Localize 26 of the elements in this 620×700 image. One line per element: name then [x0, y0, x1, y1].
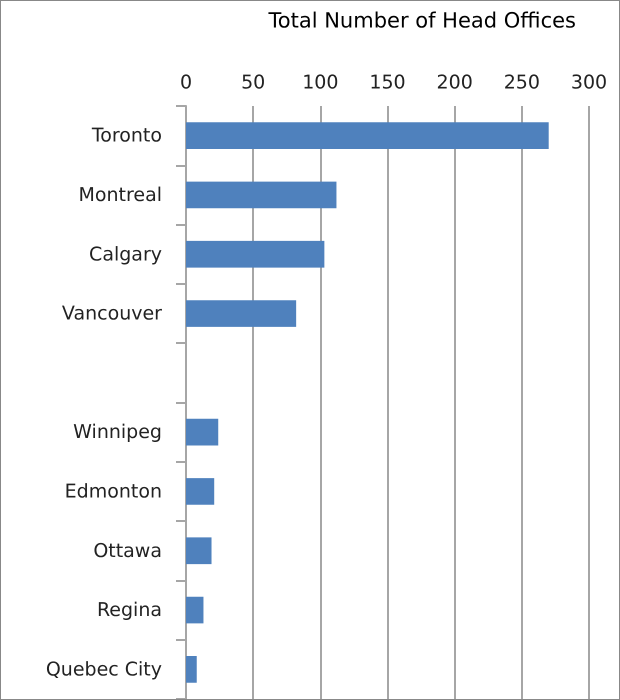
y-tick-label: Winnipeg [73, 421, 162, 444]
y-tick-label: Edmonton [64, 480, 162, 502]
bar [186, 418, 218, 446]
x-tick-label: 250 [504, 72, 540, 94]
y-tick-label: Calgary [89, 243, 162, 266]
x-tick-label: 50 [241, 72, 266, 94]
x-tick-label: 200 [436, 72, 473, 94]
x-tick-label: 100 [302, 72, 338, 94]
y-tick-label: Vancouver [62, 302, 162, 325]
y-tick-label: Ottawa [93, 540, 162, 562]
y-tick-label: Regina [96, 599, 162, 622]
bar [186, 537, 212, 564]
x-tick-label: 300 [570, 72, 608, 94]
bar [186, 182, 336, 208]
x-tick-label: 150 [369, 72, 406, 94]
bar [186, 240, 324, 268]
y-tick-label: Quebec City [46, 658, 162, 680]
chart-title: Total Number of Head Offices [268, 8, 576, 32]
bar [186, 478, 214, 505]
y-tick-label: Toronto [90, 124, 162, 147]
y-tick-label: Montreal [78, 184, 162, 206]
bar [186, 300, 296, 327]
x-tick-label: 0 [180, 72, 192, 94]
bar [186, 656, 197, 683]
bar [186, 122, 549, 149]
bar [186, 596, 204, 624]
